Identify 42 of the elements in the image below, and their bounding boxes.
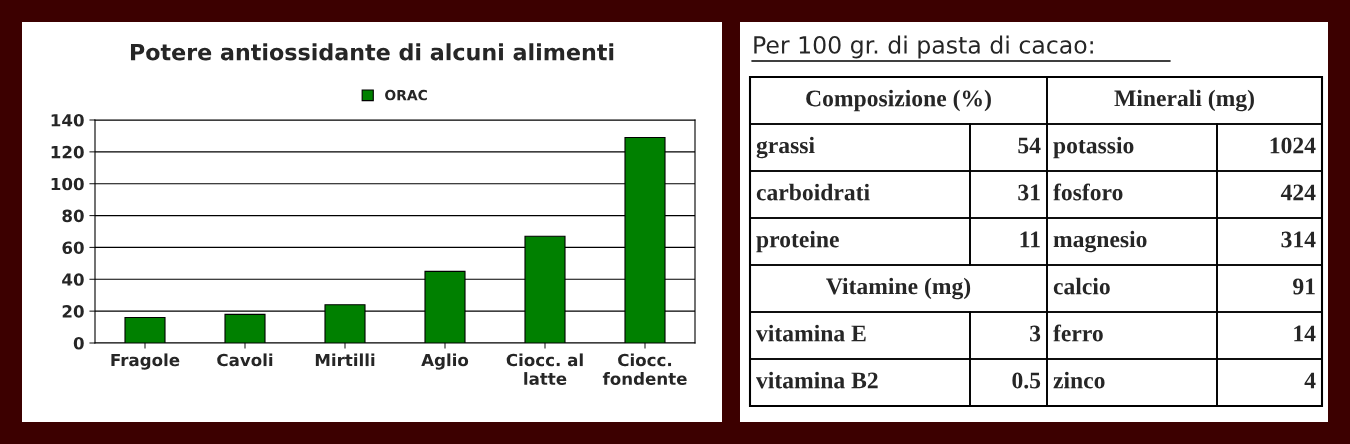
text: Vitamine (mg)	[826, 277, 971, 300]
text: potassio	[1053, 136, 1134, 159]
y-tick-label: 60	[62, 241, 84, 254]
text: 11	[1020, 231, 1040, 248]
text: 4	[1304, 372, 1316, 389]
text: 3	[1030, 325, 1041, 342]
x-tick-label: Mirtilli	[315, 353, 375, 367]
text: carboidrati	[756, 183, 870, 201]
text: magnesio	[1053, 230, 1147, 253]
text: ferro	[1053, 324, 1103, 342]
text: Per 100 gr. di pasta di cacao:	[754, 35, 1093, 59]
x-tick-label: Cavoli	[217, 353, 273, 367]
text: vitamina B2	[756, 371, 878, 389]
text: 1024	[1270, 137, 1316, 154]
x-tick-label: Aglio	[421, 353, 469, 370]
text: proteine	[756, 230, 839, 253]
text: vitamina E	[756, 324, 866, 342]
x-tick-label: Fragole	[111, 353, 180, 370]
text: grassi	[756, 136, 815, 159]
text: Minerali (mg)	[1114, 89, 1254, 112]
y-tick-label: 80	[62, 209, 84, 223]
y-tick-label: 100	[51, 177, 84, 191]
text: Composizione (%)	[806, 89, 991, 112]
y-tick-label: 140	[51, 113, 84, 127]
legend-label: ORAC	[385, 89, 427, 101]
text: 31	[1018, 184, 1040, 201]
x-tick-label: Ciocc. fondente	[602, 353, 687, 385]
text: 314	[1281, 231, 1316, 248]
y-tick-label: 0	[73, 336, 84, 350]
text: fosforo	[1053, 183, 1123, 201]
chart-title: Potere antiossidante di alcuni alimenti	[130, 43, 614, 61]
text: 0.5	[1012, 372, 1041, 389]
text: zinco	[1053, 371, 1105, 389]
y-tick-label: 120	[51, 145, 84, 159]
text: 14	[1294, 325, 1316, 342]
y-tick-label: 40	[62, 273, 84, 286]
x-tick-label: Ciocc. al latte	[506, 353, 583, 385]
text: 91	[1293, 278, 1315, 295]
y-tick-label: 20	[62, 305, 84, 318]
text: calcio	[1053, 277, 1110, 295]
text: 54	[1018, 137, 1041, 154]
text: 424	[1280, 184, 1316, 201]
